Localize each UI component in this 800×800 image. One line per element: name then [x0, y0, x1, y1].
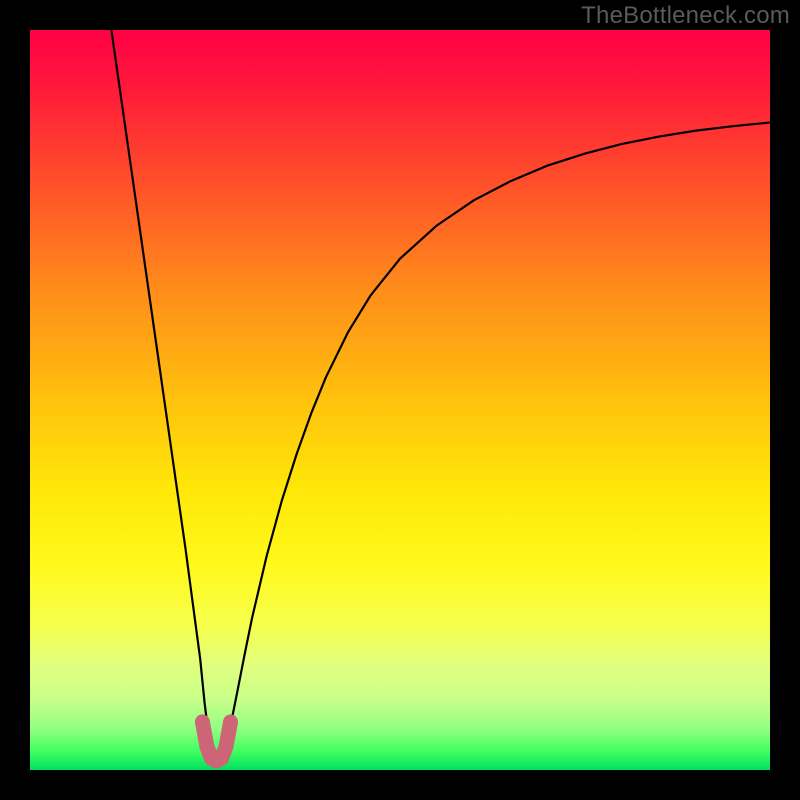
chart-wrapper: TheBottleneck.com: [0, 0, 800, 800]
bottleneck-chart: [0, 0, 800, 800]
plot-area: [30, 30, 770, 770]
watermark-text: TheBottleneck.com: [581, 2, 790, 30]
